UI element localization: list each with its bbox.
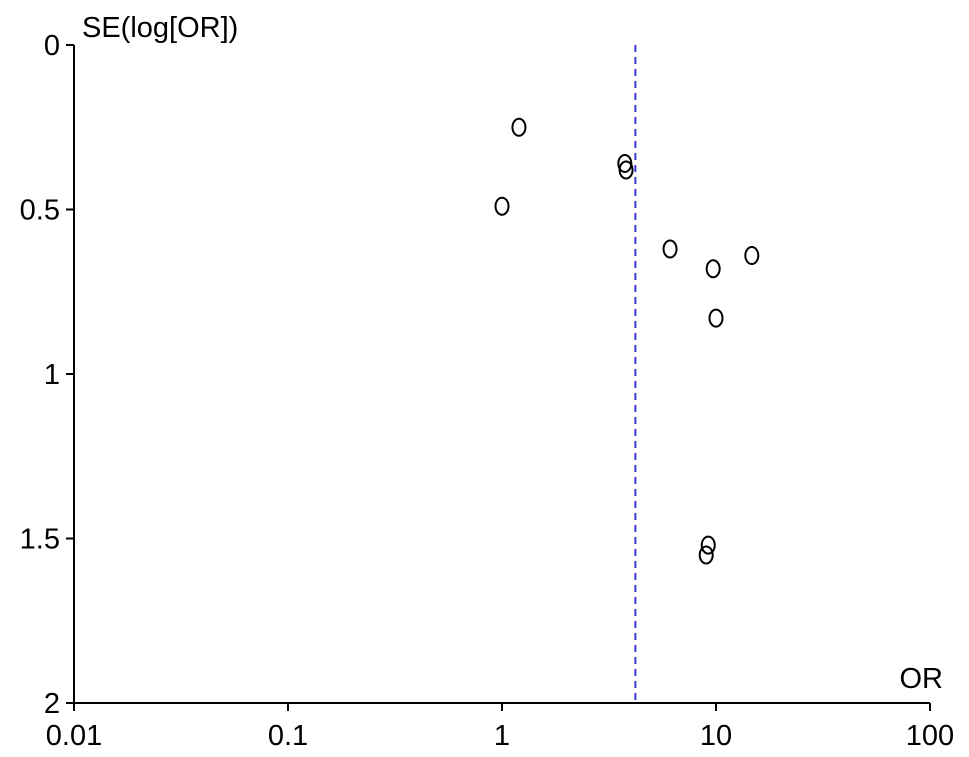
- y-tick-label: 2: [44, 688, 60, 720]
- study-point: [618, 160, 634, 180]
- study-point: [700, 535, 716, 555]
- y-tick-label: 0.5: [20, 195, 60, 227]
- x-tick-label: 0.1: [268, 720, 308, 752]
- study-point: [494, 196, 510, 216]
- x-axis-title: OR: [900, 663, 944, 695]
- y-axis-title: SE(log[OR]): [82, 12, 238, 44]
- x-tick-label: 0.01: [46, 720, 102, 752]
- study-point: [698, 545, 714, 565]
- study-point: [708, 308, 724, 328]
- x-tick-label: 1: [494, 720, 510, 752]
- y-tick-label: 1: [44, 359, 60, 391]
- study-point: [744, 246, 760, 266]
- y-tick-label: 0: [44, 30, 60, 62]
- study-point: [662, 239, 678, 259]
- axes: 0 0.5 1 1.5 20.01 0.1 1 10 100: [20, 30, 955, 752]
- study-point: [705, 259, 721, 279]
- points-layer: [494, 117, 760, 565]
- x-tick-label: 10: [700, 720, 732, 752]
- x-tick-label: 100: [906, 720, 954, 752]
- y-tick-label: 1.5: [20, 524, 60, 556]
- study-point: [511, 117, 527, 137]
